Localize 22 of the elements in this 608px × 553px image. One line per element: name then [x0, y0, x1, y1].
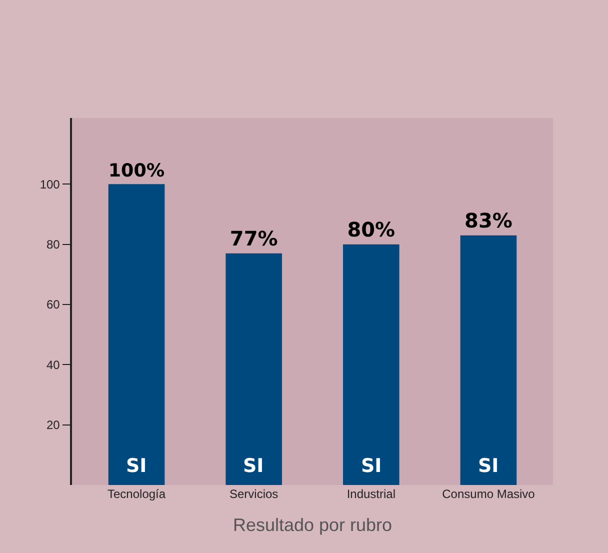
- annotation: SI: [478, 455, 499, 477]
- data-label: 83%: [464, 208, 512, 232]
- annotation: SI: [126, 455, 147, 477]
- y-tick-label: 100: [40, 177, 60, 192]
- x-tick-label: Servicios: [229, 487, 278, 501]
- bar: [460, 235, 517, 485]
- annotation: SI: [361, 455, 382, 477]
- y-tick-label: 40: [46, 358, 60, 372]
- x-tick-label: Industrial: [346, 487, 396, 501]
- bar: [226, 253, 282, 485]
- x-tick-label: Tecnología: [107, 487, 166, 501]
- y-tick-label: 60: [46, 298, 60, 312]
- data-label: 80%: [347, 217, 396, 242]
- x-axis-title: Resultado por rubro: [232, 515, 392, 536]
- bar: [108, 184, 165, 485]
- bar: [343, 244, 400, 485]
- data-label: 100%: [108, 160, 165, 182]
- y-tick-label: 80: [46, 238, 60, 252]
- data-label: 77%: [230, 226, 278, 250]
- annotation: SI: [243, 455, 264, 477]
- y-tick-label: 20: [46, 418, 60, 432]
- x-tick-label: Consumo Masivo: [442, 487, 536, 501]
